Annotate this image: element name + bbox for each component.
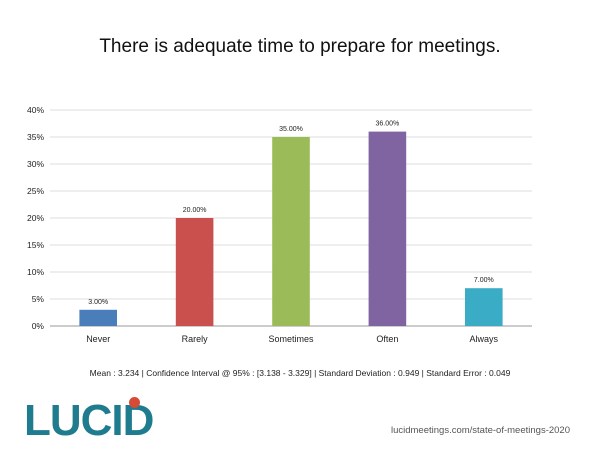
logo-dot-icon bbox=[129, 397, 140, 408]
bar-never bbox=[79, 309, 117, 326]
data-label: 20.00% bbox=[183, 207, 207, 214]
chart-title: There is adequate time to prepare for me… bbox=[99, 36, 501, 57]
statistics-summary: Mean : 3.234 | Confidence Interval @ 95%… bbox=[89, 368, 511, 378]
source-url: lucidmeetings.com/state-of-meetings-2020 bbox=[390, 425, 570, 436]
x-tick-label: Rarely bbox=[182, 334, 209, 344]
x-tick-label: Never bbox=[86, 334, 110, 344]
x-tick-label: Always bbox=[470, 334, 499, 344]
bar-rarely bbox=[175, 218, 214, 326]
x-tick-label: Sometimes bbox=[268, 334, 314, 344]
y-tick-label: 5% bbox=[32, 294, 45, 304]
lucid-logo: LUCID bbox=[24, 395, 164, 449]
data-label: 3.00% bbox=[88, 299, 108, 306]
y-tick-label: 30% bbox=[27, 159, 44, 169]
bar-often bbox=[368, 131, 407, 326]
bar-sometimes bbox=[272, 137, 310, 326]
y-tick-label: 40% bbox=[27, 105, 44, 115]
y-tick-label: 0% bbox=[32, 321, 45, 331]
data-labels: 3.00% 20.00% 35.00% 36.00% 7.00% bbox=[88, 121, 493, 306]
x-axis: Never Rarely Sometimes Often Always bbox=[86, 334, 498, 344]
y-tick-label: 20% bbox=[27, 213, 44, 223]
y-tick-label: 25% bbox=[27, 186, 44, 196]
bars bbox=[79, 131, 503, 326]
data-label: 36.00% bbox=[376, 121, 400, 128]
y-tick-label: 35% bbox=[27, 132, 44, 142]
bar-chart: 0% 5% 10% 15% 20% 25% 30% 35% 40% 3.00% 20.00% 35.… bbox=[27, 105, 532, 344]
data-label: 7.00% bbox=[474, 277, 494, 284]
x-tick-label: Often bbox=[376, 334, 398, 344]
data-label: 35.00% bbox=[279, 126, 303, 133]
y-tick-label: 10% bbox=[27, 267, 44, 277]
y-tick-label: 15% bbox=[27, 240, 44, 250]
y-axis: 0% 5% 10% 15% 20% 25% 30% 35% 40% bbox=[27, 105, 44, 331]
bar-always bbox=[465, 288, 503, 326]
